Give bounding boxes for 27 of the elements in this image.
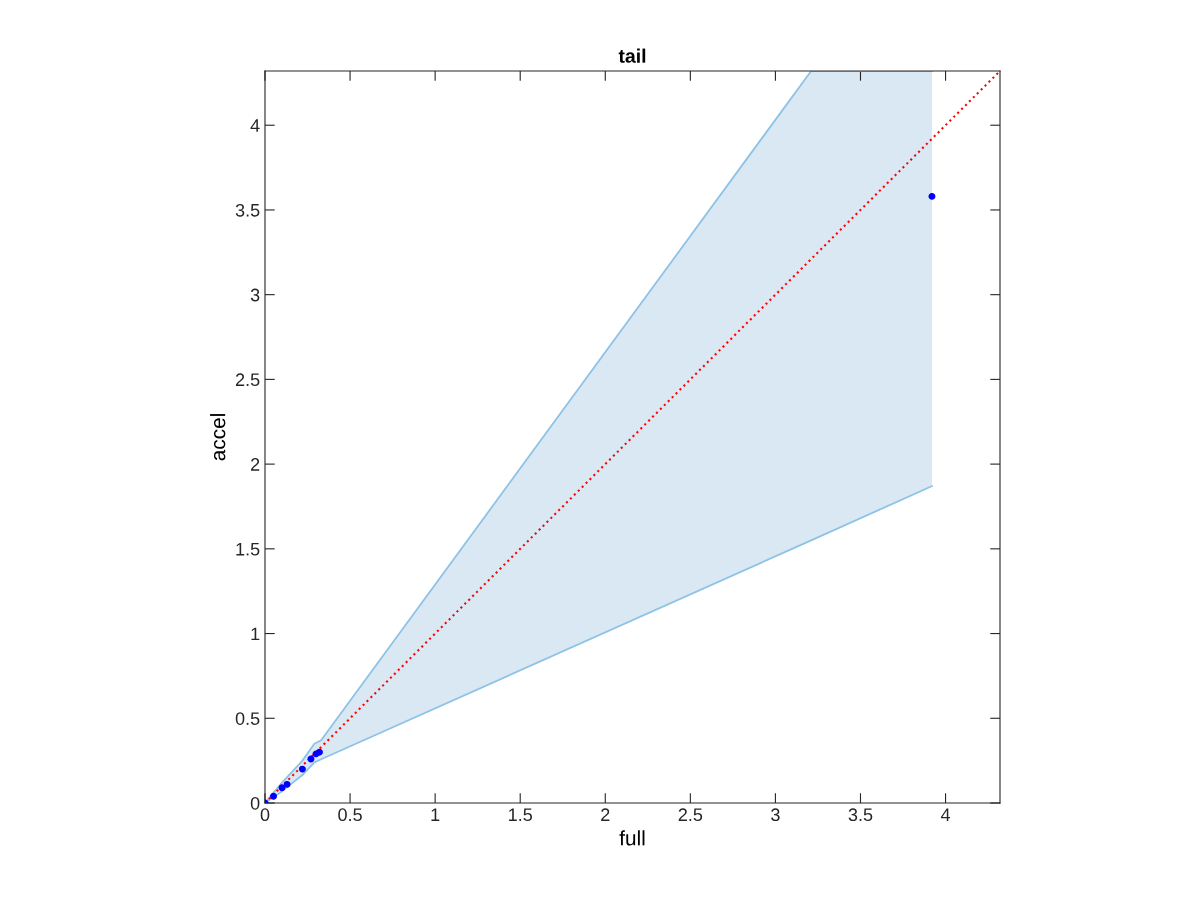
y-axis-title: accel <box>210 414 226 461</box>
y-tick-label: 1 <box>251 627 260 641</box>
point <box>283 780 291 788</box>
y-tick-label: 0 <box>250 796 260 810</box>
x-tick-label: 2.5 <box>678 808 703 822</box>
x-tick-label: 0.5 <box>338 808 362 822</box>
x-tick-label: 1.5 <box>509 808 532 822</box>
y-tick-label: 2 <box>251 458 260 471</box>
point <box>928 192 936 200</box>
x-tick-label: 3 <box>771 808 780 822</box>
y-tick-label: 3.5 <box>235 203 260 217</box>
x-tick-label: 3.5 <box>848 808 873 822</box>
x-tick-label: 4 <box>940 808 951 821</box>
x-axis-title: full <box>619 830 645 846</box>
y-tick-label: 1.5 <box>236 542 260 556</box>
x-tick-label: 1 <box>431 808 440 821</box>
y-tick-label: 0.5 <box>235 712 260 725</box>
y-tick-label: 4 <box>250 119 260 132</box>
x-tick-label: 0 <box>260 808 270 822</box>
y-tick-label: 2.5 <box>235 373 260 387</box>
chart-title: tail <box>618 48 646 63</box>
point <box>298 765 306 773</box>
y-tick-label: 3 <box>250 288 260 302</box>
point <box>270 792 277 800</box>
point <box>307 755 315 763</box>
x-tick-label: 2 <box>601 808 610 821</box>
point <box>278 784 286 792</box>
